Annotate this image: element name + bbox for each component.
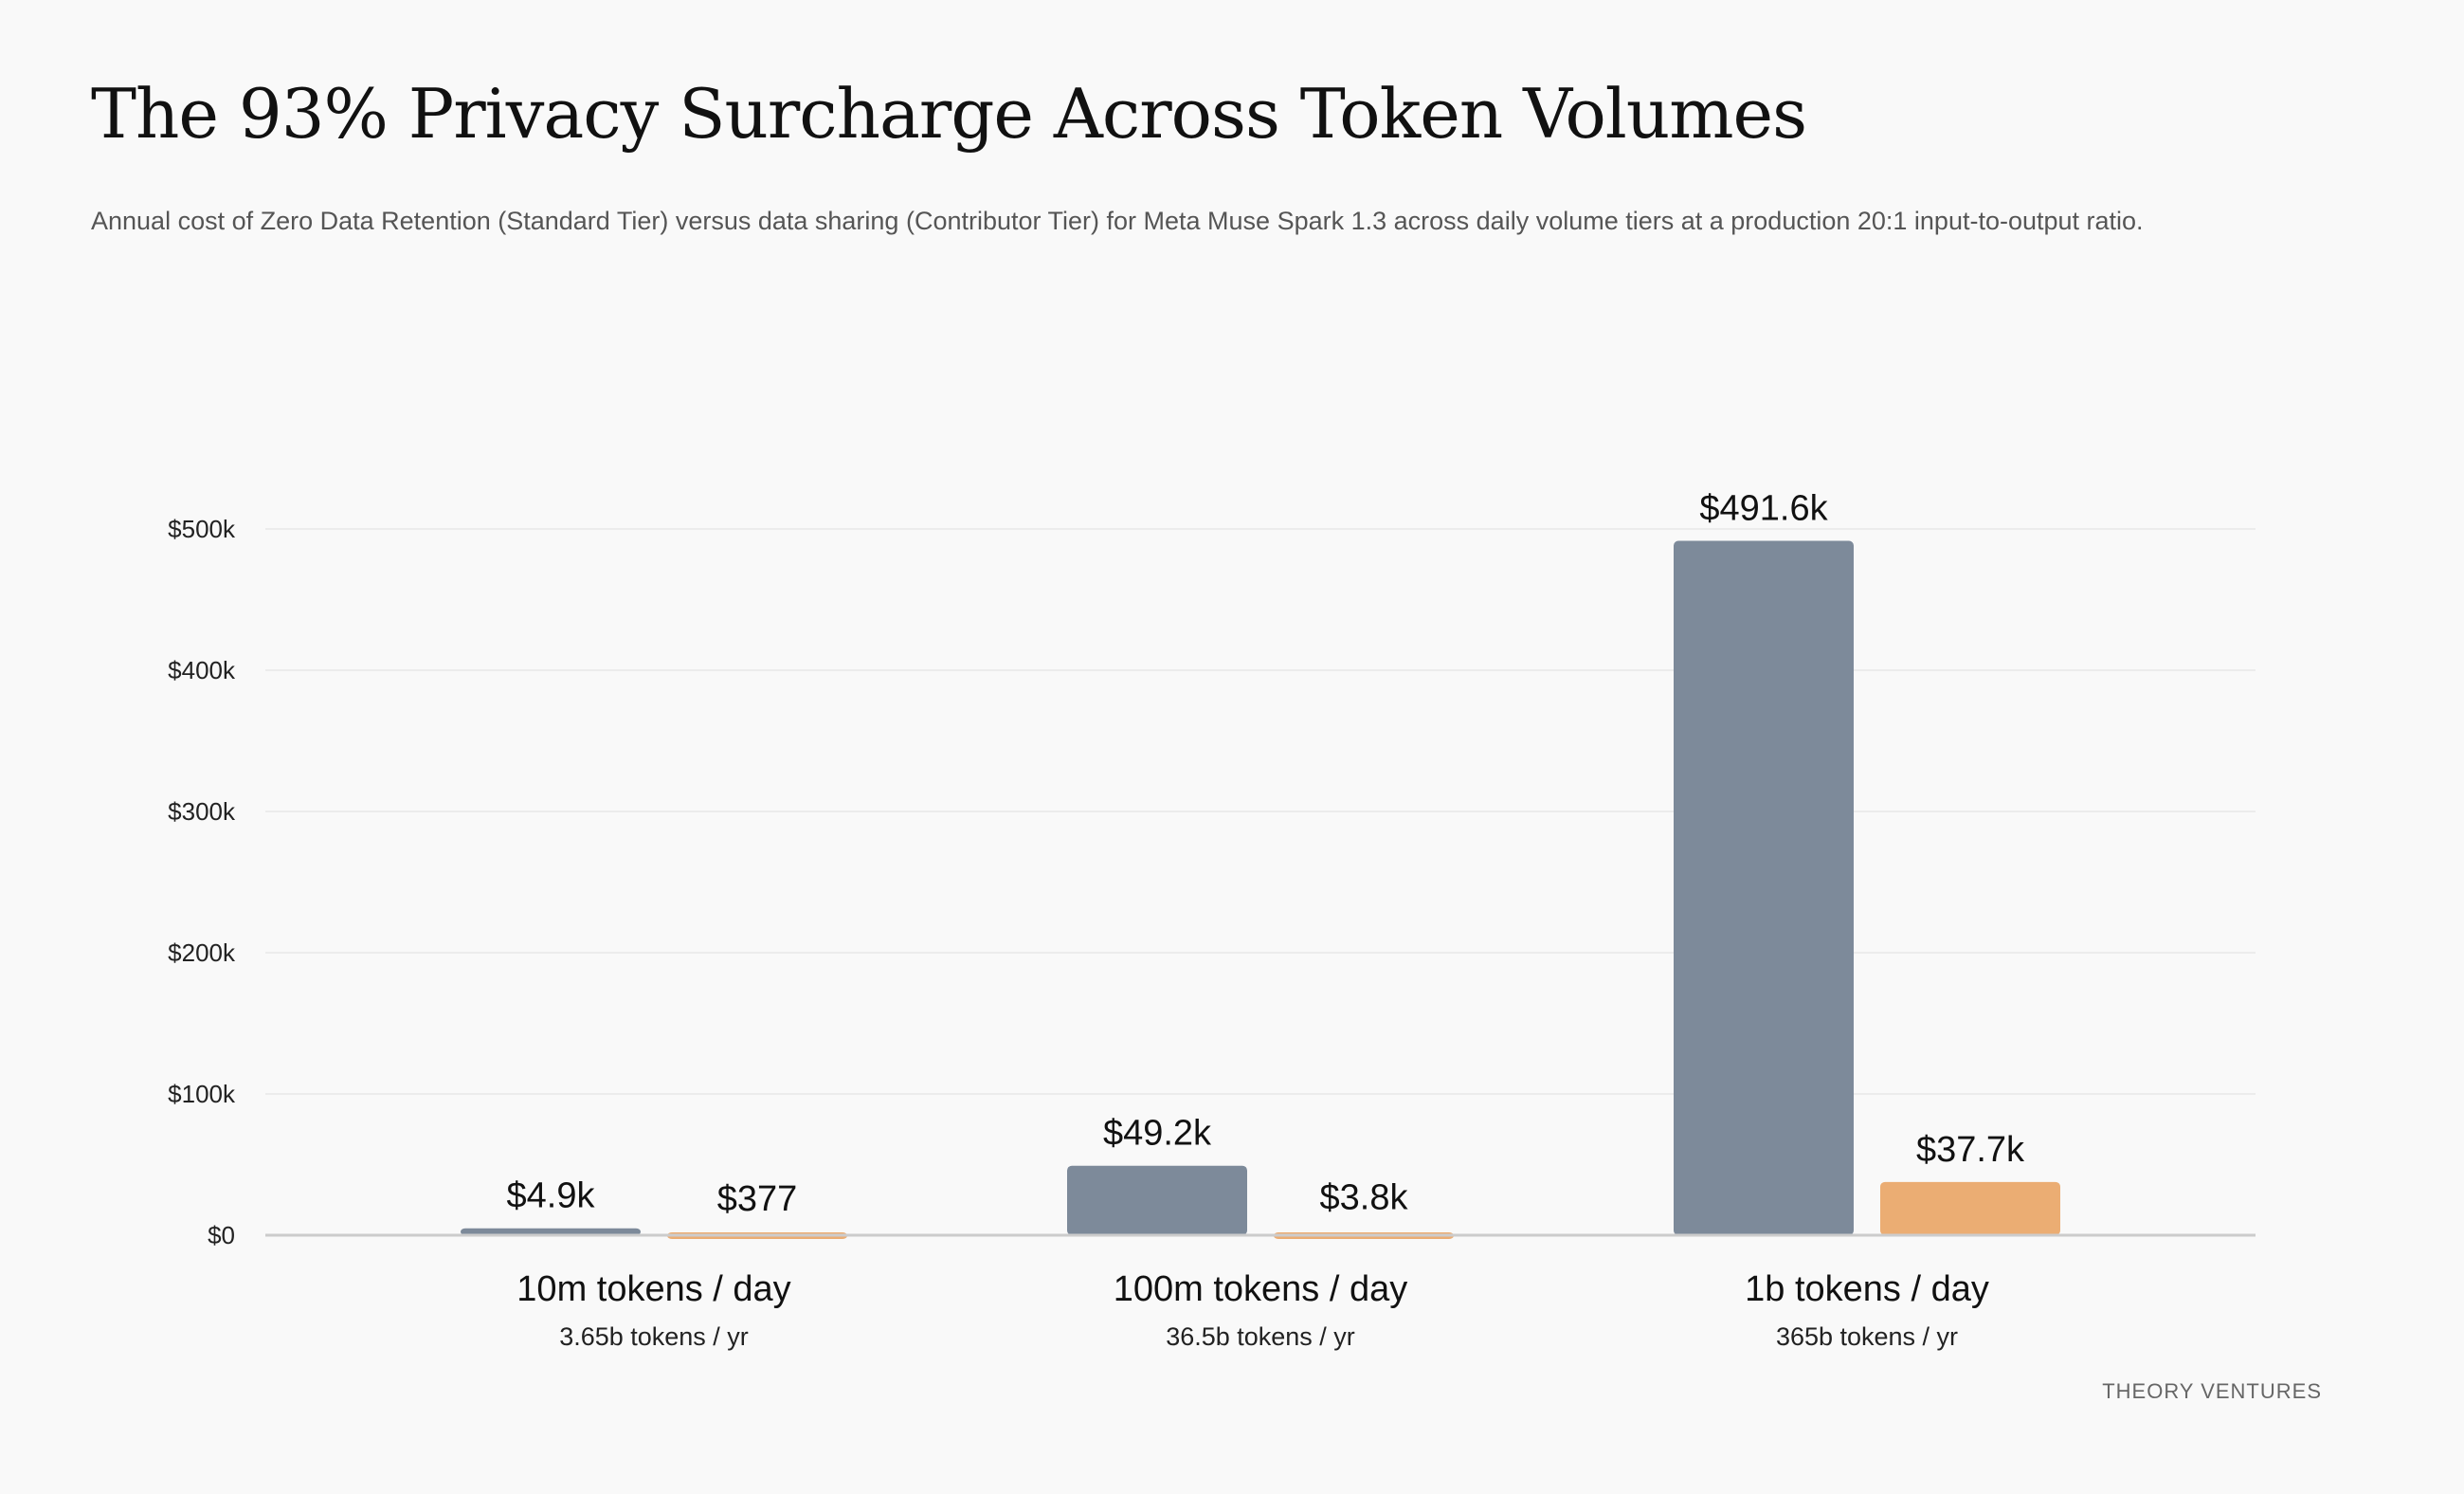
data-label: $491.6k (1699, 489, 1828, 529)
bar (1880, 1181, 2060, 1235)
bar (1067, 1165, 1247, 1235)
x-category-sublabel: 365b tokens / yr (1776, 1322, 1958, 1351)
data-label: $3.8k (1320, 1177, 1409, 1217)
chart-subtitle: Annual cost of Zero Data Retention (Stan… (91, 207, 2144, 235)
x-category-label: 10m tokens / day (516, 1269, 790, 1309)
data-label: $4.9k (507, 1176, 596, 1216)
x-category-sublabel: 3.65b tokens / yr (559, 1322, 749, 1351)
x-category-sublabel: 36.5b tokens / yr (1166, 1322, 1355, 1351)
x-category-label: 100m tokens / day (1114, 1269, 1408, 1309)
y-tick-label: $500k (168, 515, 236, 543)
data-label: $49.2k (1103, 1114, 1212, 1154)
data-label: $37.7k (1916, 1130, 2025, 1170)
y-tick-label: $100k (168, 1080, 236, 1108)
y-tick-label: $200k (168, 938, 236, 967)
y-tick-label: $300k (168, 797, 236, 826)
y-tick-label: $400k (168, 656, 236, 684)
bar (461, 1228, 641, 1235)
bar (1674, 540, 1854, 1235)
y-tick-label: $0 (208, 1221, 235, 1249)
x-category-label: 1b tokens / day (1745, 1269, 1989, 1309)
brand-footer: THEORY VENTURES (2102, 1379, 2322, 1403)
chart-title: The 93% Privacy Surcharge Across Token V… (91, 74, 1807, 154)
data-label: $377 (717, 1179, 798, 1219)
